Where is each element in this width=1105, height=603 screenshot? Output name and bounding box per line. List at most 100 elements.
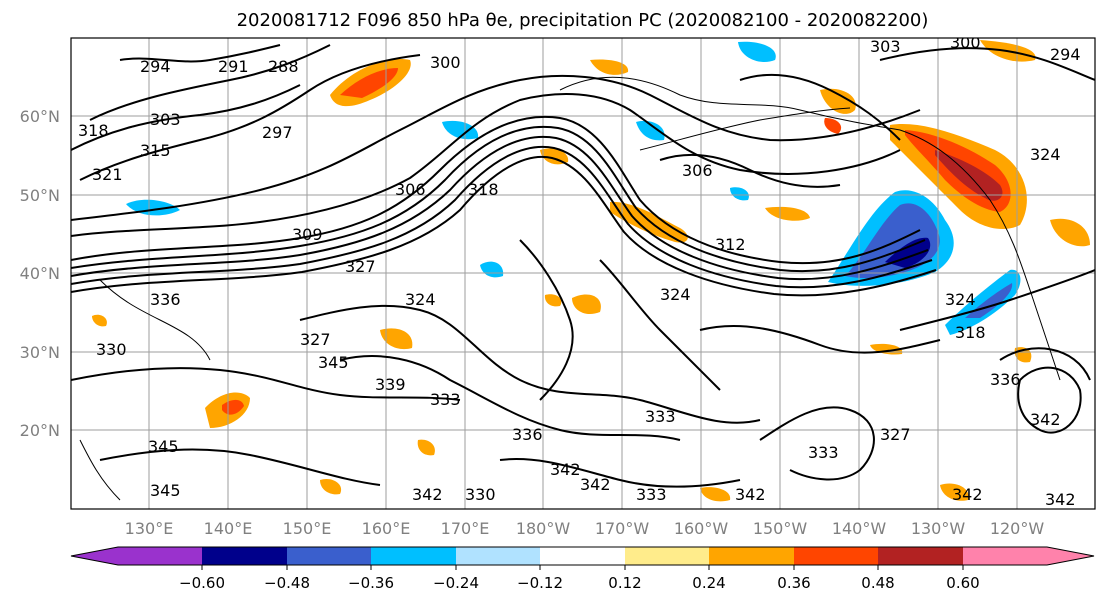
colorbar-bin: [456, 547, 540, 565]
lon-tick: 160°W: [674, 519, 729, 538]
lon-tick: 140°E: [204, 519, 253, 538]
colorbar-tick: 0.24: [692, 574, 725, 592]
positive-anomaly-mid2: [572, 294, 601, 315]
lon-tick: 150°W: [753, 519, 808, 538]
colorbar-bin: [540, 547, 625, 565]
contour-label: 345: [318, 353, 349, 372]
contour-label: 300: [430, 53, 461, 72]
contour-label: 303: [870, 37, 901, 56]
contour-label: 342: [952, 485, 983, 504]
colorbar-bin: [287, 547, 371, 565]
lon-tick: 150°E: [283, 519, 332, 538]
lon-tick: 170°E: [441, 519, 490, 538]
contour-label: 336: [150, 290, 181, 309]
contour-label: 306: [395, 180, 426, 199]
colorbar-tick: −0.36: [348, 574, 394, 592]
contour-label: 321: [92, 165, 123, 184]
colorbar-tick: −0.12: [517, 574, 563, 592]
contour-label: 327: [300, 330, 331, 349]
negative-anomaly-coast: [945, 269, 1021, 335]
contour-label: 309: [292, 225, 323, 244]
contour-label: 327: [345, 257, 376, 276]
contour-label: 336: [512, 425, 543, 444]
colorbar-bin: [794, 547, 878, 565]
colorbar-tick: −0.24: [433, 574, 479, 592]
lon-tick: 130°W: [911, 519, 966, 538]
contour-label: 312: [715, 235, 746, 254]
contour-label: 342: [735, 485, 766, 504]
positive-anomaly-mid1: [380, 328, 413, 350]
contour-label: 342: [412, 485, 443, 504]
contour-label: 327: [880, 425, 911, 444]
colorbar-tick: −0.48: [264, 574, 310, 592]
lat-tick: 20°N: [20, 421, 60, 440]
positive-anomaly-alaska-n: [820, 88, 856, 114]
contour-label: 294: [1050, 45, 1081, 64]
colorbar-tick: −0.60: [179, 574, 225, 592]
positive-anomaly-s3: [320, 478, 342, 495]
coastlines: [79, 76, 1061, 501]
colorbar-extend-low: [71, 547, 118, 565]
colorbar-tick: 0.60: [946, 574, 979, 592]
contour-label: 306: [682, 161, 713, 180]
contour-label: 342: [550, 460, 581, 479]
colorbar-bin: [118, 547, 202, 565]
lon-tick: 160°E: [362, 519, 411, 538]
positive-anomaly-e: [1050, 218, 1090, 247]
contour-label: 330: [465, 485, 496, 504]
contour-label: 339: [375, 375, 406, 394]
contour-label: 288: [268, 57, 299, 76]
positive-anomaly-bering: [590, 59, 629, 75]
colorbar-bin: [963, 547, 1047, 565]
graticule: [71, 38, 1095, 509]
contour-label: 324: [1030, 145, 1061, 164]
negative-anomaly-kamchatka: [442, 120, 479, 140]
lat-tick: 30°N: [20, 343, 60, 362]
negative-anomaly-mid2: [730, 187, 749, 201]
colorbar-outline: [70, 546, 1095, 566]
colorbar-tick: 0.12: [608, 574, 641, 592]
lat-tick: 40°N: [20, 264, 60, 283]
colorbar-bin: [878, 547, 963, 565]
colorbar-bin: [202, 547, 287, 565]
lon-tick: 170°W: [595, 519, 650, 538]
lon-tick: 120°W: [990, 519, 1045, 538]
contour-label: 324: [660, 285, 691, 304]
contour-label: 318: [78, 121, 109, 140]
contour-label: 342: [1030, 410, 1061, 429]
contour-label: 294: [140, 57, 171, 76]
contour-label: 345: [148, 437, 179, 456]
contour-label: 333: [645, 407, 676, 426]
colorbar-tick: 0.48: [861, 574, 894, 592]
contour-label: 342: [580, 475, 611, 494]
positive-anomaly-s1: [700, 487, 731, 502]
map-frame: [70, 37, 1096, 510]
colorbar: −0.60 −0.48 −0.36 −0.24 −0.12 0.12 0.24 …: [70, 546, 1095, 592]
lat-tick: 50°N: [20, 186, 60, 205]
contour-label: 315: [140, 141, 171, 160]
contour-label: 333: [808, 443, 839, 462]
colorbar-bin: [625, 547, 709, 565]
lat-axis: 60°N 50°N 40°N 30°N 20°N: [20, 107, 60, 440]
colorbar-bin: [709, 547, 794, 565]
contour-label: 324: [945, 290, 976, 309]
lon-tick: 180°W: [516, 519, 571, 538]
contour-label: 291: [218, 57, 249, 76]
contour-label: 342: [1045, 490, 1076, 509]
positive-anomaly-mid3: [544, 294, 562, 307]
lon-axis: 130°E 140°E 150°E 160°E 170°E 180°W 170°…: [125, 519, 1045, 538]
colorbar-bin: [371, 547, 456, 565]
contour-label: 318: [955, 323, 986, 342]
contour-label: 345: [150, 481, 181, 500]
positive-anomaly-okhotsk-core: [340, 68, 398, 98]
contour-label: 303: [150, 110, 181, 129]
negative-anomaly-bering2: [636, 120, 665, 141]
map-panel: 294 291 288 300 303 300 294 318 303 297 …: [71, 37, 1095, 509]
theta-e-contours: [71, 44, 1095, 488]
positive-anomaly-gulf-s: [765, 206, 810, 221]
contour-labels: 294 291 288 300 303 300 294 318 303 297 …: [78, 37, 1081, 509]
lon-tick: 140°W: [832, 519, 887, 538]
positive-anomaly-w: [92, 314, 107, 327]
contour-label: 297: [262, 123, 293, 142]
